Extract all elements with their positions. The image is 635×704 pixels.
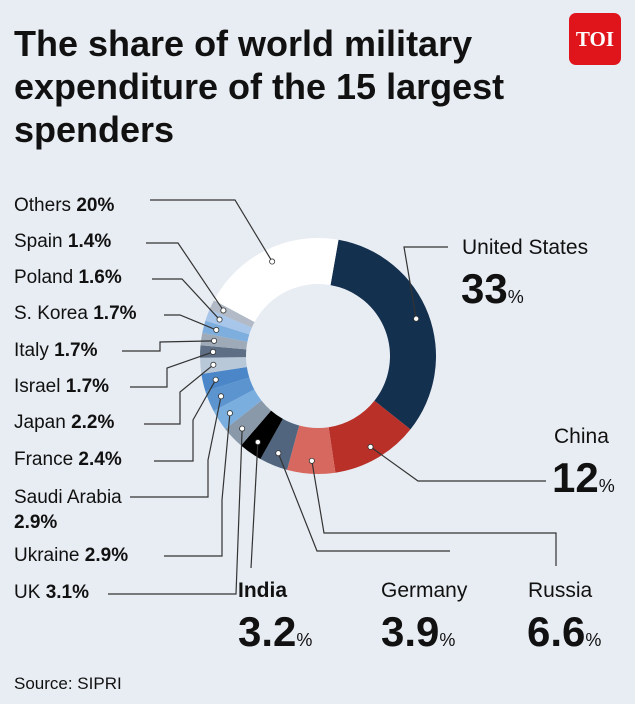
label-poland-value: 1.6 — [78, 267, 105, 288]
label-japan-value: 2.2 — [71, 412, 98, 433]
leader-s-korea — [164, 314, 217, 331]
leader-dot-ukraine — [226, 410, 233, 417]
leader-india — [250, 442, 259, 569]
label-united-states-name: United States — [462, 236, 589, 259]
toi-logo: TOI — [569, 13, 621, 65]
slice-others — [214, 238, 339, 322]
slice-poland — [205, 309, 252, 335]
leader-dot-israel — [210, 348, 217, 355]
leader-dot-china — [367, 443, 374, 450]
leader-dot-poland — [216, 316, 223, 323]
label-others-value: 20 — [76, 195, 98, 216]
label-others-name: Others — [14, 195, 72, 216]
label-germany-value: 3.9% — [381, 608, 456, 655]
leader-france — [154, 379, 217, 462]
label-saudi-arabia-name: Saudi Arabia — [14, 487, 122, 508]
leader-uk — [108, 428, 243, 595]
leader-israel — [130, 351, 214, 388]
source-note: Source: SIPRI — [14, 674, 122, 693]
label-india-value: 3.2% — [238, 608, 313, 655]
leader-germany — [277, 452, 450, 552]
slice-israel — [200, 345, 247, 358]
slice-germany — [260, 418, 300, 470]
label-ukraine: Ukraine 2.9% — [14, 545, 129, 566]
slice-united-states — [330, 239, 437, 430]
label-china-value: 12% — [552, 454, 615, 501]
label-india-name: India — [238, 579, 288, 602]
label-israel: Israel 1.7% — [14, 376, 110, 397]
label-saudi-arabia: Saudi Arabia 2.9% — [14, 487, 122, 533]
leader-dot-russia — [308, 457, 315, 464]
slice-s-korea — [202, 320, 250, 342]
label-uk-value: 3.1 — [45, 582, 73, 603]
slice-saudi-arabia — [205, 377, 255, 411]
chart-title: The share of world military expenditure … — [14, 23, 505, 150]
leader-spain — [146, 242, 224, 311]
slice-russia — [287, 425, 336, 474]
slice-uk — [225, 400, 272, 446]
label-saudi-arabia-value: 2.9 — [14, 512, 41, 533]
slice-india — [241, 410, 283, 460]
leader-dot-s-korea — [213, 326, 220, 333]
slice-china — [328, 400, 411, 473]
label-italy-name: Italy — [14, 340, 49, 361]
leader-china — [370, 446, 546, 482]
label-others: Others 20% — [14, 195, 115, 216]
label-russia-name: Russia — [528, 579, 593, 602]
label-france-name: France — [14, 449, 74, 470]
leader-dot-italy — [211, 337, 218, 344]
leader-japan — [144, 364, 214, 425]
leader-dot-others — [269, 258, 276, 265]
label-uk: UK 3.1% — [14, 582, 90, 603]
leader-dot-france — [212, 376, 219, 383]
label-s-korea-value: 1.7 — [93, 303, 120, 324]
leader-dot-germany — [275, 450, 282, 457]
leader-dot-india — [254, 439, 261, 446]
label-france-value: 2.4 — [78, 449, 105, 470]
leader-others — [150, 199, 273, 262]
label-s-korea-name: S. Korea — [14, 303, 88, 324]
label-israel-value: 1.7 — [65, 376, 93, 397]
leader-ukraine — [164, 413, 231, 557]
label-germany-name: Germany — [381, 579, 468, 602]
leader-saudi-arabia — [130, 396, 222, 498]
leader-united-states — [403, 246, 448, 319]
leader-dot-uk — [239, 425, 246, 432]
label-china-name: China — [554, 425, 609, 448]
label-poland-name: Poland — [14, 267, 74, 288]
leader-dot-saudi-arabia — [218, 393, 225, 400]
slice-japan — [200, 357, 247, 374]
slice-italy — [200, 332, 248, 350]
leader-dot-spain — [220, 307, 227, 314]
label-spain-name: Spain — [14, 231, 63, 252]
label-spain: Spain 1.4% — [14, 231, 112, 252]
label-poland: Poland 1.6% — [14, 267, 122, 288]
label-ukraine-value: 2.9 — [84, 545, 112, 566]
label-japan-name: Japan — [14, 412, 66, 433]
label-ukraine-name: Ukraine — [14, 545, 80, 566]
label-france: France 2.4% — [14, 449, 122, 470]
label-uk-name: UK — [14, 582, 41, 603]
slice-ukraine — [213, 389, 262, 429]
leader-poland — [152, 278, 220, 320]
label-united-states-value: 33% — [461, 265, 524, 312]
label-italy: Italy 1.7% — [14, 340, 98, 361]
label-israel-name: Israel — [14, 376, 61, 397]
label-japan: Japan 2.2% — [14, 412, 115, 433]
label-italy-value: 1.7 — [54, 340, 81, 361]
leader-dot-japan — [210, 361, 217, 368]
label-s-korea: S. Korea 1.7% — [14, 303, 137, 324]
label-russia-value: 6.6% — [527, 608, 602, 655]
leader-russia — [311, 460, 557, 566]
label-spain-value: 1.4 — [67, 231, 95, 252]
leader-italy — [122, 340, 215, 352]
slice-france — [201, 366, 250, 392]
leader-dot-united-states — [413, 315, 420, 322]
